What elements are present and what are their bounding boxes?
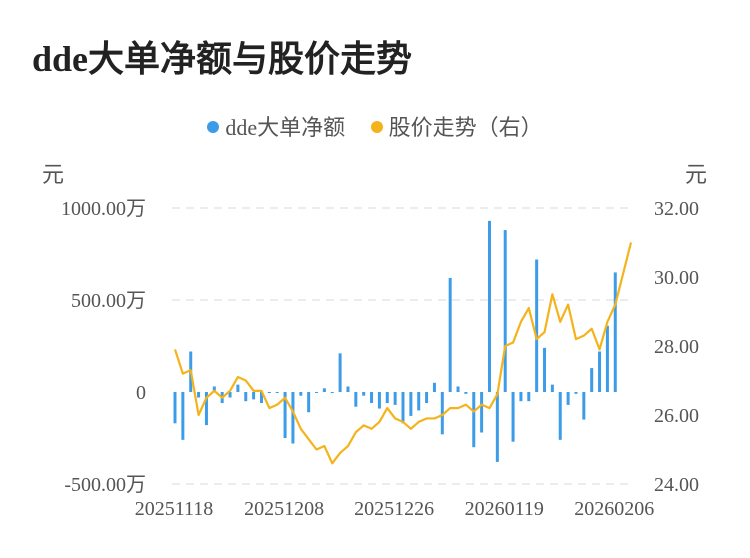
bar (362, 392, 366, 396)
right-axis-tick-label: 30.00 (654, 267, 699, 289)
bar (204, 392, 208, 426)
bar (472, 392, 476, 448)
bar (338, 353, 342, 392)
bar (322, 388, 326, 392)
bar (307, 392, 311, 413)
left-axis-tick-label: 500.00万 (71, 290, 146, 312)
bar (432, 382, 436, 392)
legend-bar-label: dde大单净额 (225, 115, 346, 140)
bar (487, 220, 491, 392)
x-axis-tick-label: 20251226 (354, 498, 434, 520)
right-axis-tick-label: 32.00 (654, 198, 699, 220)
bar (598, 351, 602, 392)
x-axis-tick-label: 20251208 (244, 498, 324, 520)
bar (228, 392, 232, 398)
bar (330, 392, 334, 393)
bar (550, 384, 554, 392)
bar (173, 392, 177, 424)
bar (252, 392, 256, 400)
bar (409, 392, 413, 416)
legend-bar-dot-icon (207, 121, 220, 133)
bar (385, 392, 389, 404)
bar (495, 392, 499, 462)
bar (236, 384, 240, 392)
bar (267, 392, 271, 393)
bar (582, 392, 586, 420)
bar (464, 392, 468, 394)
x-axis-tick-label: 20251118 (135, 498, 214, 520)
x-axis-tick-label: 20260119 (465, 498, 544, 520)
bar (354, 392, 358, 407)
bar (613, 272, 617, 392)
price-line (173, 242, 633, 465)
bar (535, 259, 539, 392)
bar (456, 386, 460, 392)
bar (181, 392, 185, 440)
legend-item-line[interactable]: 股价走势（右） (370, 110, 543, 142)
bar (448, 277, 452, 392)
bar (543, 347, 547, 392)
bar (370, 392, 374, 404)
bar (527, 392, 531, 402)
bar (605, 325, 609, 392)
bar (401, 392, 405, 424)
left-axis-tick-label: 1000.00万 (61, 198, 146, 220)
bar (259, 392, 263, 404)
bar (425, 392, 429, 404)
bar (197, 392, 201, 398)
bar (393, 392, 397, 405)
left-axis-tick-label: -500.00万 (64, 474, 146, 496)
legend-item-bar[interactable]: dde大单净额 (207, 110, 345, 142)
bar (315, 392, 319, 393)
bar (417, 392, 421, 411)
bar (566, 392, 570, 405)
bar (275, 392, 279, 393)
legend-line-dot-icon (370, 121, 383, 133)
bar (480, 392, 484, 433)
bar (511, 392, 515, 442)
chart-title: dde大单净额与股价走势 (32, 39, 413, 79)
right-axis-tick-label: 26.00 (654, 405, 699, 427)
bar (519, 392, 523, 402)
bar (503, 230, 507, 392)
right-axis-tick-label: 24.00 (654, 474, 699, 496)
legend-line-label: 股价走势（右） (388, 115, 543, 140)
bar (244, 392, 248, 402)
bar (299, 392, 303, 396)
bar (440, 392, 444, 435)
bar (558, 392, 562, 440)
bar (377, 392, 381, 409)
right-axis-tick-label: 28.00 (654, 336, 699, 358)
bar (590, 368, 594, 392)
bar (291, 392, 295, 444)
left-axis-tick-label: 0 (136, 382, 146, 404)
bar (283, 392, 287, 438)
legend: dde大单净额 股价走势（右） (0, 110, 750, 142)
bar (574, 392, 578, 394)
x-axis-tick-label: 20260206 (574, 498, 654, 520)
bar (212, 386, 216, 392)
right-axis-unit: 元 (685, 162, 708, 187)
bar (346, 386, 350, 392)
left-axis-unit: 元 (42, 162, 65, 187)
